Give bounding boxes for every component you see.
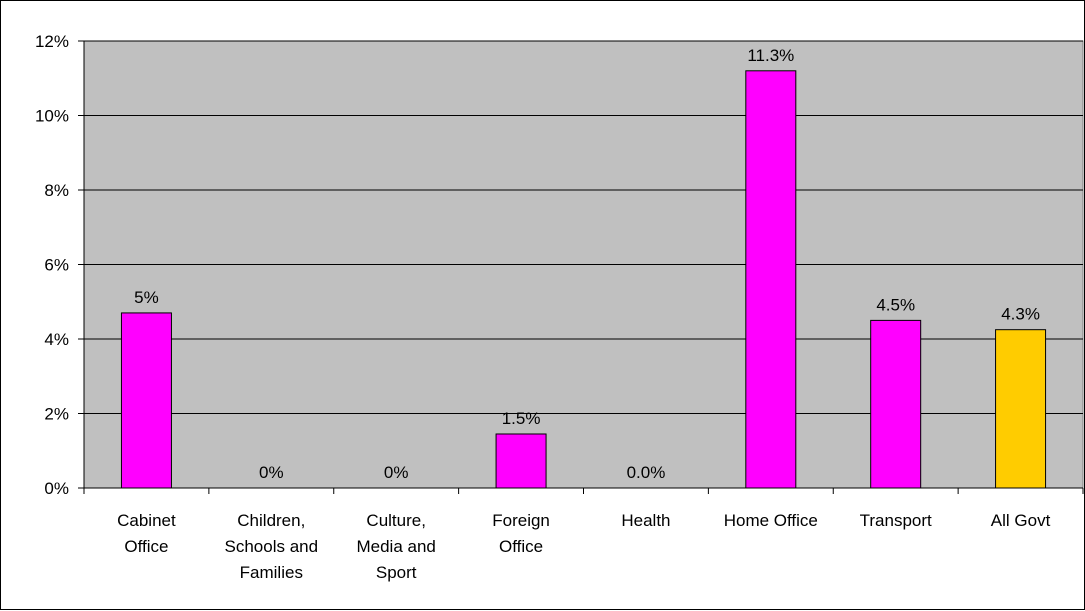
data-label: 0% — [384, 463, 409, 482]
category-label-line: Culture, — [366, 511, 426, 530]
data-label: 4.5% — [876, 295, 915, 314]
y-tick-label: 12% — [35, 32, 69, 51]
bar — [120, 312, 172, 489]
y-tick-label: 10% — [35, 107, 69, 126]
category-label: Home Office — [724, 511, 818, 530]
category-label: All Govt — [991, 511, 1051, 530]
category-label-line: Home Office — [724, 511, 818, 530]
category-label-line: Sport — [376, 563, 417, 582]
category-label-line: Transport — [860, 511, 932, 530]
bar — [870, 319, 922, 489]
bar — [745, 70, 797, 489]
category-label-line: Schools and — [225, 537, 319, 556]
data-label: 0.0% — [627, 463, 666, 482]
category-label-line: Cabinet — [117, 511, 176, 530]
data-label: 0% — [259, 463, 284, 482]
category-label-line: Media and — [356, 537, 435, 556]
category-label: Health — [621, 511, 670, 530]
y-tick-label: 0% — [44, 479, 69, 498]
category-label: Transport — [860, 511, 932, 530]
data-label: 5% — [134, 288, 159, 307]
bar — [995, 329, 1047, 489]
category-label-line: Children, — [237, 511, 305, 530]
data-label: 11.3% — [747, 46, 794, 65]
category-label-line: Foreign — [492, 511, 550, 530]
category-label: Cabinet Office — [117, 511, 176, 556]
category-label-line: Health — [621, 511, 670, 530]
category-label-line: Office — [124, 537, 168, 556]
category-label: Foreign Office — [492, 511, 550, 556]
y-tick-label: 8% — [44, 181, 69, 200]
category-label: Children, Schools and Families — [225, 511, 319, 582]
category-label-line: Families — [240, 563, 303, 582]
category-label: Culture, Media and Sport — [356, 511, 435, 582]
data-label: 1.5% — [502, 409, 541, 428]
category-label-line: All Govt — [991, 511, 1051, 530]
y-tick-label: 4% — [44, 330, 69, 349]
y-tick-label: 6% — [44, 256, 69, 275]
bar — [495, 433, 547, 489]
y-tick-label: 2% — [44, 405, 69, 424]
data-label: 4.3% — [1001, 305, 1040, 324]
category-label-line: Office — [499, 537, 543, 556]
